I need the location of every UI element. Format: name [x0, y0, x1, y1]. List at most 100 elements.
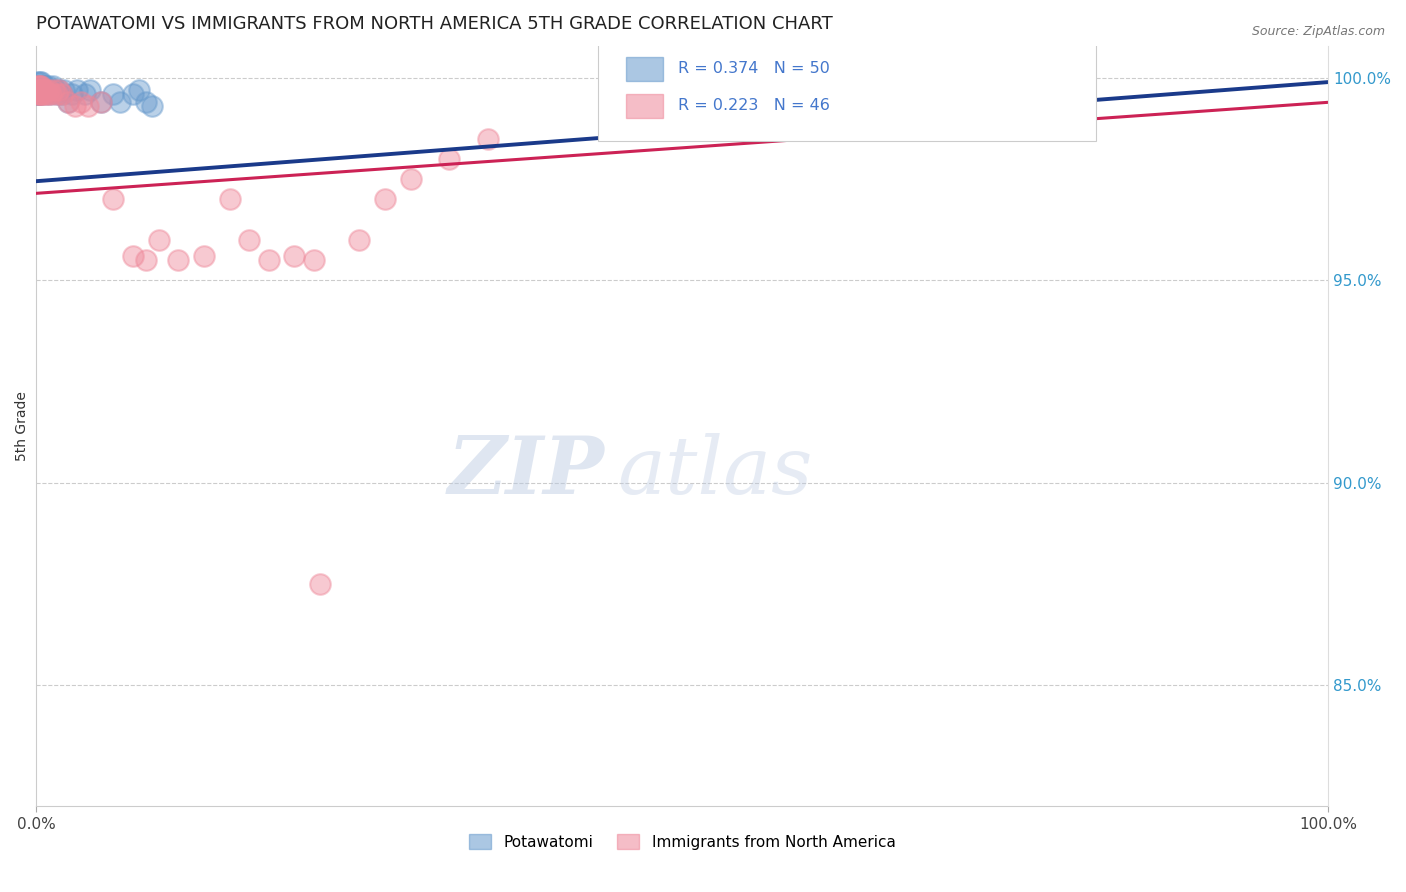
- Point: [347, 233, 370, 247]
- Point: [48, 83, 70, 97]
- Point: [34, 79, 56, 94]
- Point: [28, 75, 51, 89]
- Point: [66, 83, 89, 97]
- Point: [30, 83, 52, 97]
- Point: [51, 87, 73, 102]
- Point: [399, 172, 422, 186]
- Text: R = 0.374   N = 50: R = 0.374 N = 50: [678, 61, 830, 76]
- Point: [135, 95, 157, 110]
- Point: [39, 87, 62, 102]
- Point: [645, 75, 668, 89]
- Point: [41, 83, 63, 97]
- Point: [60, 87, 83, 102]
- Point: [58, 95, 80, 110]
- Point: [25, 79, 48, 94]
- Point: [27, 83, 49, 97]
- Point: [31, 79, 53, 94]
- Point: [31, 83, 53, 97]
- Point: [37, 87, 59, 102]
- Point: [32, 83, 55, 97]
- Point: [135, 253, 157, 268]
- Point: [42, 79, 65, 94]
- Point: [28, 83, 51, 97]
- Point: [121, 249, 143, 263]
- Point: [30, 79, 52, 94]
- Point: [283, 249, 305, 263]
- Point: [34, 87, 56, 102]
- Point: [218, 193, 240, 207]
- Point: [27, 75, 49, 89]
- Point: [45, 87, 67, 102]
- Point: [27, 83, 49, 97]
- Point: [238, 233, 260, 247]
- Point: [108, 95, 131, 110]
- Point: [27, 87, 49, 102]
- Point: [167, 253, 190, 268]
- Point: [58, 95, 80, 110]
- Text: R = 0.223   N = 46: R = 0.223 N = 46: [678, 97, 830, 112]
- Point: [103, 193, 125, 207]
- Point: [32, 83, 55, 97]
- Point: [35, 83, 58, 97]
- Point: [30, 87, 52, 102]
- Point: [439, 152, 461, 166]
- Point: [309, 577, 332, 591]
- Point: [25, 83, 48, 97]
- Point: [30, 75, 52, 89]
- Point: [41, 87, 63, 102]
- Point: [48, 83, 70, 97]
- Point: [32, 79, 55, 94]
- Point: [51, 87, 73, 102]
- Point: [193, 249, 215, 263]
- Point: [30, 87, 52, 102]
- Text: Source: ZipAtlas.com: Source: ZipAtlas.com: [1251, 25, 1385, 38]
- Point: [31, 83, 53, 97]
- Point: [25, 83, 48, 97]
- Point: [28, 87, 51, 102]
- Point: [34, 87, 56, 102]
- Point: [148, 233, 170, 247]
- Point: [696, 75, 718, 89]
- Text: ZIP: ZIP: [447, 433, 605, 510]
- Point: [37, 79, 59, 94]
- Point: [31, 87, 53, 102]
- Point: [28, 79, 51, 94]
- Point: [73, 87, 96, 102]
- Point: [121, 87, 143, 102]
- Point: [25, 87, 48, 102]
- Point: [374, 193, 396, 207]
- Point: [44, 83, 66, 97]
- Point: [671, 75, 693, 89]
- Point: [38, 83, 60, 97]
- Point: [45, 87, 67, 102]
- Point: [30, 83, 52, 97]
- Bar: [627, 94, 662, 118]
- Point: [31, 83, 53, 97]
- Legend: Potawatomi, Immigrants from North America: Potawatomi, Immigrants from North Americ…: [463, 828, 901, 855]
- Point: [302, 253, 325, 268]
- Point: [27, 87, 49, 102]
- Point: [28, 83, 51, 97]
- Point: [25, 79, 48, 94]
- Point: [79, 83, 101, 97]
- Point: [70, 95, 93, 110]
- Bar: [627, 57, 662, 81]
- Y-axis label: 5th Grade: 5th Grade: [15, 391, 30, 461]
- Point: [63, 99, 86, 113]
- Point: [35, 83, 58, 97]
- Point: [128, 83, 150, 97]
- Point: [141, 99, 163, 113]
- Text: atlas: atlas: [617, 433, 813, 510]
- Text: POTAWATOMI VS IMMIGRANTS FROM NORTH AMERICA 5TH GRADE CORRELATION CHART: POTAWATOMI VS IMMIGRANTS FROM NORTH AMER…: [37, 15, 832, 33]
- Point: [28, 83, 51, 97]
- Point: [90, 95, 112, 110]
- Point: [28, 87, 51, 102]
- Point: [477, 132, 499, 146]
- Point: [28, 79, 51, 94]
- Point: [38, 83, 60, 97]
- Point: [25, 87, 48, 102]
- Point: [27, 83, 49, 97]
- Point: [103, 87, 125, 102]
- Point: [90, 95, 112, 110]
- Point: [27, 79, 49, 94]
